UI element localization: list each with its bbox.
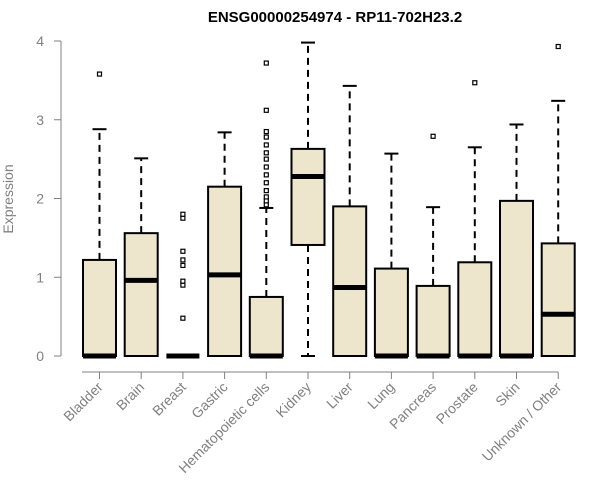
x-tick-label: Unknown / Other	[479, 379, 565, 465]
outlier-point	[263, 156, 269, 162]
y-tick-label: 4	[36, 33, 44, 49]
outlier-point	[263, 194, 269, 200]
outlier-point	[180, 248, 186, 254]
outlier-point	[263, 172, 269, 178]
outlier-point	[472, 80, 478, 86]
box-iqr	[123, 232, 159, 357]
box-iqr	[207, 185, 243, 357]
outlier-point	[180, 278, 186, 284]
y-axis-ticks: 0 1 2 3 4	[36, 33, 61, 364]
outlier-point	[263, 142, 269, 148]
x-tick-label: Breast	[149, 379, 189, 419]
x-tick-label: Lung	[364, 379, 397, 412]
box-group	[290, 41, 326, 357]
x-tick-label: Skin	[492, 379, 523, 410]
box-iqr	[82, 258, 117, 357]
outlier-point	[263, 128, 269, 135]
y-tick-label: 0	[36, 348, 44, 364]
y-axis-label: Expression	[0, 164, 16, 233]
box-group	[82, 71, 117, 359]
box-iqr	[290, 147, 326, 246]
box-group	[499, 123, 534, 359]
box-group	[332, 84, 368, 357]
box-iqr	[457, 261, 493, 358]
outlier-point	[263, 164, 269, 170]
box-iqr	[332, 205, 368, 357]
box-group	[373, 152, 409, 359]
x-tick-label: Brain	[113, 379, 147, 413]
box-group	[166, 211, 200, 359]
boxes-layer	[82, 41, 576, 359]
outlier-point	[263, 188, 269, 194]
box-group	[248, 60, 284, 359]
outlier-point	[263, 107, 269, 113]
box-group	[415, 133, 451, 359]
y-tick-label: 2	[36, 191, 44, 207]
outlier-point	[180, 315, 186, 321]
x-tick-label: Bladder	[60, 379, 106, 425]
outlier-point	[555, 43, 561, 50]
box-iqr	[415, 284, 451, 358]
x-tick-label: Liver	[323, 379, 356, 412]
outlier-point	[430, 133, 436, 139]
box-iqr	[373, 267, 409, 357]
outlier-point	[263, 60, 269, 66]
outlier-point	[263, 180, 269, 186]
outlier-point	[180, 257, 186, 263]
y-tick-label: 1	[36, 269, 44, 285]
box-group	[540, 43, 576, 357]
chart-title: ENSG00000254974 - RP11-702H23.2	[208, 9, 462, 26]
box-iqr	[499, 199, 534, 357]
outlier-point	[180, 211, 186, 217]
box-group	[457, 80, 493, 359]
outlier-point	[96, 71, 103, 77]
box-group	[207, 131, 243, 357]
outlier-point	[180, 262, 186, 269]
box-iqr	[540, 242, 576, 357]
box-iqr	[248, 295, 284, 357]
y-tick-label: 3	[36, 112, 44, 128]
x-tick-label: Kidney	[273, 379, 315, 421]
box-group	[123, 157, 159, 357]
outlier-point	[263, 150, 269, 156]
outlier-point	[263, 134, 269, 140]
x-tick-label: Prostate	[433, 379, 481, 427]
